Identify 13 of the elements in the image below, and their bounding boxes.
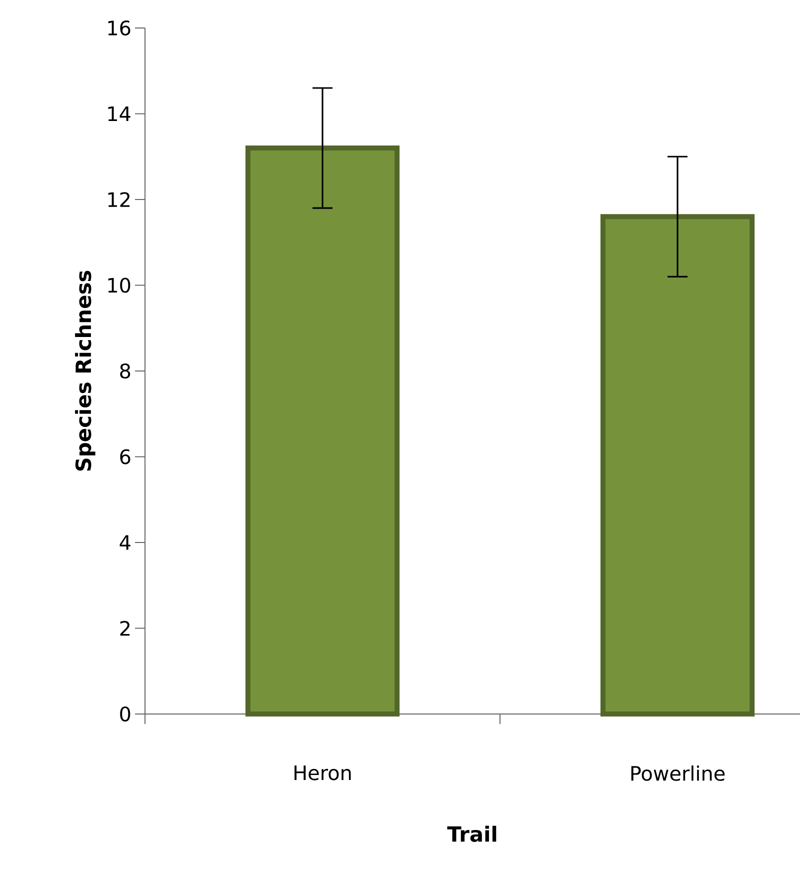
- y-tick-label: 8: [120, 363, 130, 379]
- x-tick-label: Heron: [294, 766, 351, 780]
- y-axis-title: Species Richness: [75, 270, 96, 471]
- x-axis-title: Trail: [447, 826, 496, 842]
- y-tick-label: 6: [120, 449, 130, 464]
- y-tick-label: 10: [108, 278, 130, 293]
- y-tick-label: 2: [120, 620, 130, 636]
- y-tick-label: 12: [108, 192, 130, 207]
- y-tick-label: 14: [108, 106, 130, 122]
- y-tick-label: 0: [120, 706, 130, 722]
- y-tick-label: 16: [108, 20, 130, 36]
- y-tick-label: 4: [120, 535, 130, 550]
- x-tick-label: Powerline: [631, 766, 725, 781]
